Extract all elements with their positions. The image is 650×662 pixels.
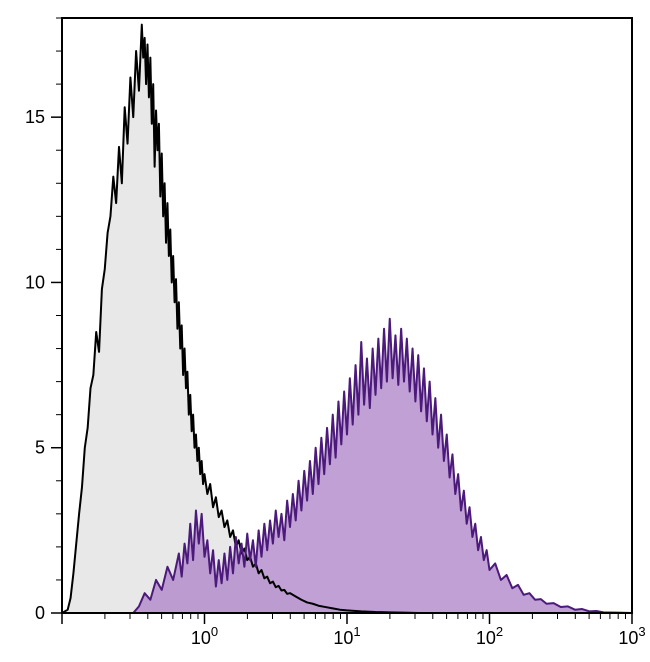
ytick-label: 5 bbox=[35, 438, 45, 458]
chart-svg: 051015100101102103 bbox=[0, 0, 650, 662]
ytick-label: 0 bbox=[35, 603, 45, 623]
flow-cytometry-histogram: 051015100101102103 bbox=[0, 0, 650, 662]
ytick-label: 10 bbox=[25, 272, 45, 292]
ytick-label: 15 bbox=[25, 107, 45, 127]
